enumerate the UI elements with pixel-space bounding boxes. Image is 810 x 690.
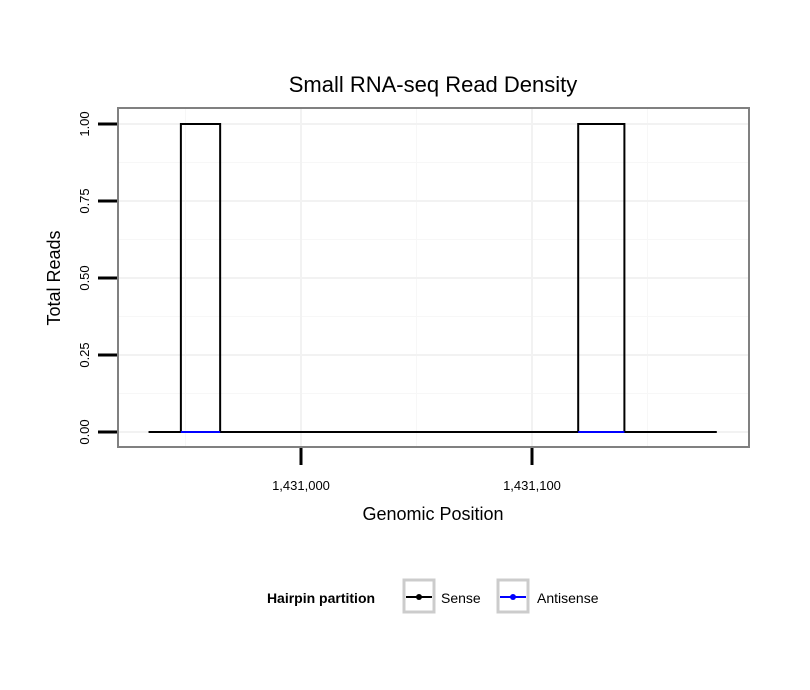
y-axis: 0.00 0.25 0.50 0.75 1.00	[77, 111, 117, 445]
y-tick-label-4: 1.00	[77, 111, 92, 136]
x-tick-label-0: 1,431,000	[272, 478, 330, 493]
legend-entry-antisense: Antisense	[496, 578, 599, 614]
legend-title: Hairpin partition	[267, 590, 375, 606]
x-tick-label-1: 1,431,100	[503, 478, 561, 493]
x-axis-title: Genomic Position	[362, 504, 503, 524]
y-tick-label-3: 0.75	[77, 188, 92, 213]
plot-panel	[117, 107, 750, 448]
y-tick-label-0: 0.00	[77, 419, 92, 444]
legend-label-sense: Sense	[441, 590, 481, 606]
y-tick-label-2: 0.50	[77, 265, 92, 290]
y-axis-title: Total Reads	[44, 230, 64, 325]
x-axis: 1,431,000 1,431,100	[272, 448, 561, 493]
plot-border	[117, 107, 750, 448]
y-tick-label-1: 0.25	[77, 342, 92, 367]
legend-key-antisense-point	[510, 594, 516, 600]
legend-label-antisense: Antisense	[537, 590, 599, 606]
chart-title: Small RNA-seq Read Density	[289, 72, 578, 97]
series-line-sense	[148, 123, 717, 433]
legend-entry-sense: Sense	[402, 578, 481, 614]
legend: Hairpin partition Sense Antisense	[267, 578, 599, 614]
series-layer	[148, 123, 717, 433]
legend-key-sense-point	[416, 594, 422, 600]
